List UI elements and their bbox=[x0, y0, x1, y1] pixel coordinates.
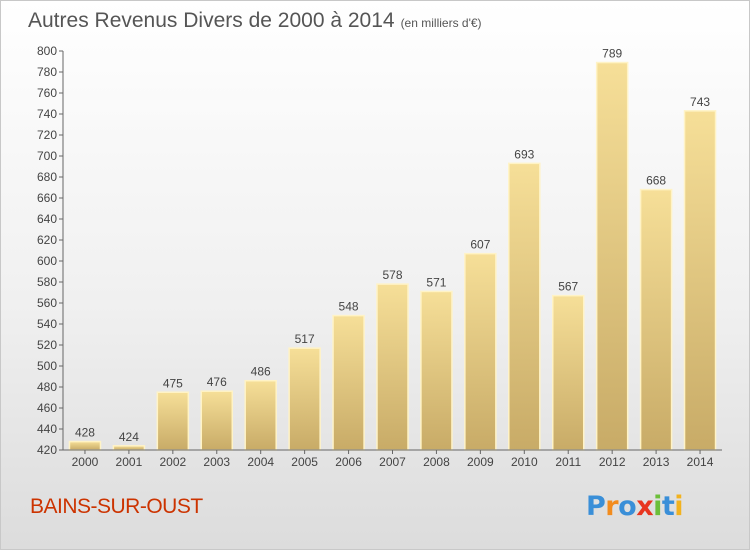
bar-2005 bbox=[288, 347, 321, 451]
x-tick-label-2014: 2014 bbox=[687, 455, 714, 469]
y-tick-label: 720 bbox=[37, 128, 57, 142]
data-label-2000: 428 bbox=[75, 426, 95, 440]
data-label-2012: 789 bbox=[602, 47, 622, 61]
x-tick-label-2005: 2005 bbox=[291, 455, 318, 469]
data-label-2006: 548 bbox=[339, 300, 359, 314]
y-tick-label: 780 bbox=[37, 65, 57, 79]
y-tick-label: 680 bbox=[37, 170, 57, 184]
axis-layer: 420 440 460 480 500 520 540 560 580 600 620 640 660 6… bbox=[37, 44, 722, 469]
y-tick-label: 580 bbox=[37, 275, 57, 289]
y-tick-label: 800 bbox=[37, 44, 57, 58]
y-tick-label: 560 bbox=[37, 296, 57, 310]
data-label-2003: 476 bbox=[207, 375, 227, 389]
brand-letter: t bbox=[661, 491, 675, 522]
bar-2006 bbox=[332, 314, 365, 451]
y-tick-label: 640 bbox=[37, 212, 57, 226]
x-tick-label-2011: 2011 bbox=[555, 455, 581, 469]
x-tick-label-2007: 2007 bbox=[379, 455, 406, 469]
y-tick-label: 600 bbox=[37, 254, 57, 268]
bar-2009 bbox=[464, 252, 497, 451]
brand-logo: Proxiti bbox=[586, 491, 684, 522]
y-tick-label: 440 bbox=[37, 422, 57, 436]
bar-2014 bbox=[683, 110, 717, 451]
data-label-2009: 607 bbox=[470, 238, 490, 252]
bar-2010 bbox=[508, 162, 541, 451]
brand-letter: x bbox=[636, 491, 654, 522]
bar-2004 bbox=[244, 379, 277, 451]
x-tick-label-2009: 2009 bbox=[467, 455, 494, 469]
y-tick-label: 540 bbox=[37, 317, 57, 331]
data-label-2005: 517 bbox=[295, 332, 315, 346]
y-tick-label: 620 bbox=[37, 233, 57, 247]
y-tick-label: 660 bbox=[37, 191, 57, 205]
brand-letter: r bbox=[605, 491, 619, 522]
y-tick-label: 420 bbox=[37, 443, 57, 457]
data-label-2010: 693 bbox=[514, 147, 534, 161]
data-label-2014: 743 bbox=[690, 95, 710, 109]
x-tick-label-2010: 2010 bbox=[511, 455, 538, 469]
bar-2012 bbox=[595, 61, 629, 451]
y-tick-label: 760 bbox=[37, 86, 57, 100]
data-label-2008: 571 bbox=[426, 275, 446, 289]
data-label-2013: 668 bbox=[646, 174, 666, 188]
brand-letter: o bbox=[618, 491, 637, 522]
y-tick-label: 500 bbox=[37, 359, 57, 373]
data-label-2002: 475 bbox=[163, 376, 183, 390]
bar-2007 bbox=[376, 283, 409, 451]
chart-title: Autres Revenus Divers de 2000 à 2014 bbox=[28, 9, 395, 32]
y-tick-label: 480 bbox=[37, 380, 57, 394]
x-tick-label-2013: 2013 bbox=[643, 455, 670, 469]
y-tick-label: 740 bbox=[37, 107, 57, 121]
brand-letter: P bbox=[586, 491, 606, 522]
brand-letter: i bbox=[653, 491, 662, 522]
data-label-2001: 424 bbox=[119, 430, 139, 444]
bar-2008 bbox=[420, 290, 453, 451]
y-tick-label: 460 bbox=[37, 401, 57, 415]
data-label-2004: 486 bbox=[251, 365, 271, 379]
bar-2011 bbox=[551, 294, 585, 451]
data-label-2011: 567 bbox=[558, 280, 578, 294]
x-tick-label-2006: 2006 bbox=[335, 455, 362, 469]
bars-layer: 428 424 475 476 486 517 548 578 571 607 693 567 789 6… bbox=[68, 47, 717, 451]
x-tick-label-2002: 2002 bbox=[159, 455, 186, 469]
title-block: Autres Revenus Divers de 2000 à 2014 (en … bbox=[28, 9, 482, 33]
data-label-2007: 578 bbox=[382, 268, 402, 282]
bar-2003 bbox=[200, 390, 234, 451]
x-tick-label-2012: 2012 bbox=[599, 455, 626, 469]
brand-letter: i bbox=[674, 491, 684, 522]
chart-subtitle: (en milliers d'€) bbox=[400, 16, 482, 30]
x-tick-label-2000: 2000 bbox=[72, 455, 99, 469]
bar-2002 bbox=[156, 391, 190, 451]
x-tick-label-2008: 2008 bbox=[423, 455, 450, 469]
bar-2001 bbox=[112, 445, 146, 451]
bar-2013 bbox=[639, 188, 673, 451]
x-tick-label-2003: 2003 bbox=[203, 455, 230, 469]
y-tick-label: 520 bbox=[37, 338, 57, 352]
x-tick-label-2001: 2001 bbox=[116, 455, 143, 469]
x-tick-label-2004: 2004 bbox=[247, 455, 274, 469]
place-name: BAINS-SUR-OUST bbox=[30, 495, 203, 518]
y-tick-label: 700 bbox=[37, 149, 57, 163]
bar-2000 bbox=[68, 440, 102, 451]
